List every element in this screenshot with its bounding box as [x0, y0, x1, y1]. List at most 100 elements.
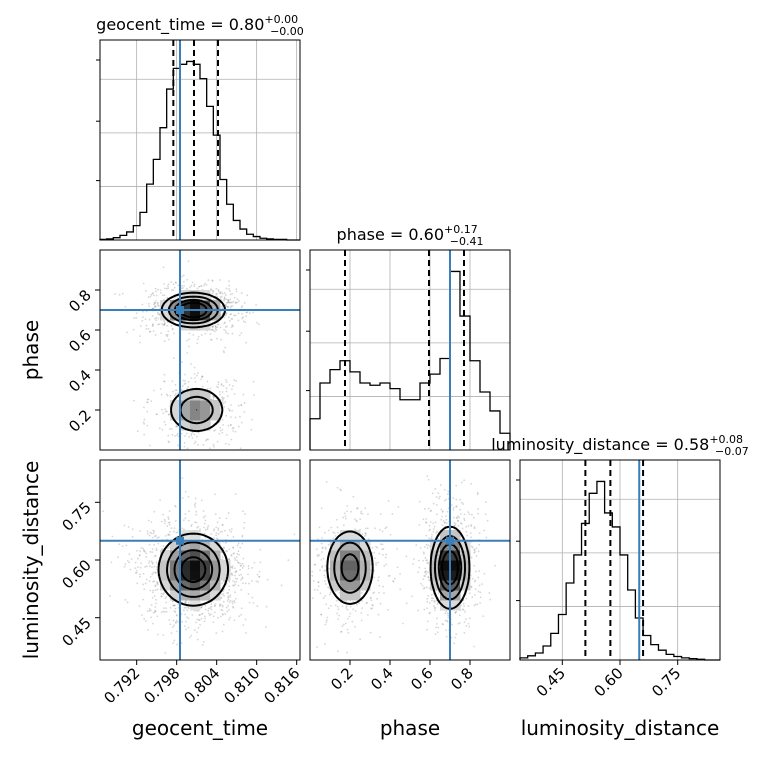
scatter-point — [227, 512, 230, 514]
scatter-point — [145, 578, 148, 581]
scatter-point — [197, 443, 199, 446]
scatter-point — [481, 583, 483, 586]
density-cell — [360, 550, 371, 561]
scatter-point — [221, 428, 224, 431]
scatter-point — [231, 324, 234, 327]
scatter-point — [231, 565, 234, 568]
scatter-point — [311, 597, 314, 600]
scatter-point — [157, 304, 159, 307]
scatter-point — [321, 546, 323, 549]
scatter-point — [166, 296, 169, 299]
scatter-point — [221, 401, 224, 403]
scatter-point — [221, 558, 224, 561]
scatter-point — [164, 423, 167, 426]
scatter-point — [121, 545, 124, 547]
scatter-point — [142, 421, 145, 424]
scatter-point — [160, 611, 163, 614]
density-cell — [200, 570, 211, 581]
scatter-point — [198, 619, 201, 622]
density-cell — [170, 400, 181, 411]
contours — [326, 525, 471, 610]
scatter-point — [447, 490, 450, 493]
scatter-point — [323, 580, 326, 582]
scatter-point — [446, 510, 449, 513]
scatter-point — [437, 537, 440, 540]
scatter-point — [228, 618, 230, 621]
scatter-point — [356, 507, 358, 510]
scatter-point — [226, 534, 229, 537]
scatter-point — [233, 599, 235, 602]
scatter-point — [210, 613, 213, 616]
scatter-point — [210, 608, 213, 611]
scatter-point — [344, 622, 347, 625]
scatter-point — [244, 618, 247, 621]
scatter-point — [434, 633, 437, 636]
scatter-point — [457, 622, 460, 625]
scatter-point — [154, 535, 156, 538]
scatter-point — [203, 522, 206, 525]
scatter-point — [452, 497, 455, 500]
scatter-point — [187, 495, 190, 498]
scatter-point — [209, 288, 212, 291]
scatter-point — [198, 614, 201, 617]
scatter-point — [212, 290, 215, 293]
scatter-point — [168, 338, 170, 341]
scatter-point — [473, 549, 476, 551]
scatter-point — [454, 523, 457, 525]
scatter-point — [376, 546, 379, 549]
scatter-point — [307, 559, 309, 561]
scatter-point — [484, 513, 487, 516]
scatter-point — [185, 606, 187, 609]
scatter-point — [174, 384, 177, 386]
density-cell — [200, 310, 211, 321]
scatter-point — [221, 524, 224, 527]
scatter-point — [187, 462, 189, 464]
scatter-point — [190, 434, 193, 437]
scatter-point — [229, 301, 232, 304]
scatter-point — [154, 554, 157, 557]
density-cell — [460, 550, 471, 561]
scatter-point — [234, 301, 237, 304]
scatter-point — [169, 394, 172, 397]
scatter-point — [328, 593, 331, 596]
scatter-point — [109, 595, 111, 597]
scatter-point — [445, 629, 447, 632]
scatter-point — [430, 509, 432, 512]
scatter-point — [172, 619, 175, 622]
scatter-point — [247, 573, 249, 576]
scatter-point — [237, 425, 240, 428]
scatter-point — [188, 519, 190, 522]
scatter-point — [354, 528, 357, 531]
scatter-point — [184, 373, 187, 376]
scatter-point — [227, 592, 230, 594]
scatter-point — [142, 583, 145, 586]
scatter-point — [444, 521, 446, 524]
scatter-point — [405, 602, 408, 605]
scatter-point — [236, 559, 238, 562]
scatter-point — [130, 558, 133, 560]
scatter-point — [435, 622, 438, 625]
scatter-point — [432, 530, 435, 533]
scatter-point — [317, 585, 320, 588]
scatter-point — [152, 622, 154, 625]
scatter-point — [161, 548, 164, 550]
scatter-point — [136, 566, 139, 569]
scatter-point — [167, 330, 170, 333]
scatter-point — [384, 556, 387, 559]
scatter-point — [455, 498, 458, 501]
scatter-point — [151, 325, 154, 327]
scatter-point — [423, 546, 426, 548]
scatter-point — [147, 519, 150, 522]
scatter-point — [187, 386, 190, 388]
scatter-point — [354, 610, 357, 612]
scatter-point — [153, 389, 155, 392]
scatter-point — [241, 542, 244, 545]
scatter-point — [212, 395, 215, 398]
density-cell — [180, 580, 191, 591]
scatter-point — [152, 591, 154, 594]
scatter-point — [369, 596, 372, 599]
scatter-point — [135, 312, 138, 315]
scatter-point — [114, 293, 116, 295]
scatter-point — [422, 587, 425, 590]
scatter-point — [444, 612, 447, 615]
